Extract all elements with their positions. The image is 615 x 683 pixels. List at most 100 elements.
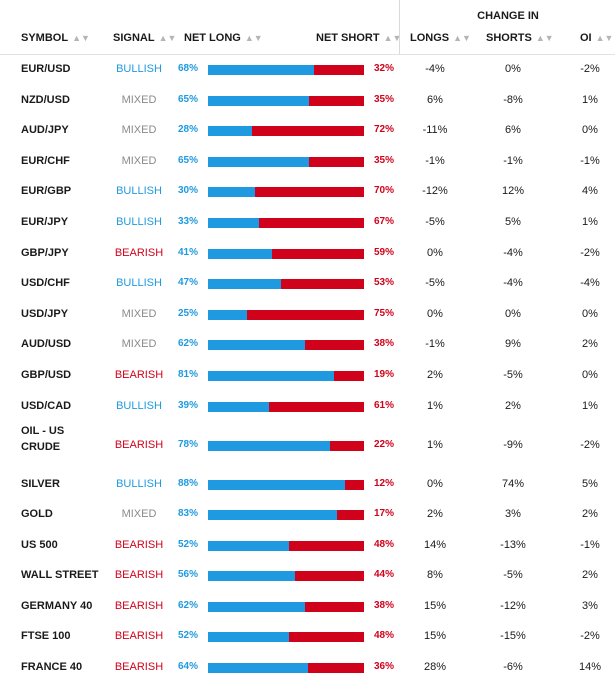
table-row[interactable]: USD/CAD BULLISH 39% 61% 1% 2% 1% [0, 400, 615, 414]
change-longs-cell: -1% [425, 338, 445, 350]
shorts-column-header[interactable]: SHORTS ▲▼ [486, 32, 554, 44]
net-long-bar-fill [208, 571, 296, 581]
net-long-bar-fill [208, 602, 305, 612]
sentiment-bar [208, 340, 364, 350]
change-oi-cell: -2% [580, 630, 600, 642]
table-row[interactable]: AUD/USD MIXED 62% 38% -1% 9% 2% [0, 338, 615, 352]
symbol-cell[interactable]: AUD/USD [21, 338, 72, 350]
change-shorts-cell: 5% [505, 216, 521, 228]
sentiment-bar [208, 402, 364, 412]
symbol-column-header[interactable]: SYMBOL ▲▼ [21, 32, 90, 44]
change-longs-cell: 0% [427, 308, 443, 320]
net-long-bar-fill [208, 371, 335, 381]
symbol-cell[interactable]: EUR/CHF [21, 155, 70, 167]
signal-cell: BULLISH [116, 185, 162, 197]
sort-arrows-icon[interactable]: ▲▼ [72, 33, 90, 43]
net-short-value: 35% [373, 94, 394, 105]
table-row[interactable]: NZD/USD MIXED 65% 35% 6% -8% 1% [0, 94, 615, 108]
sort-arrows-icon[interactable]: ▲▼ [453, 33, 471, 43]
change-shorts-cell: -9% [503, 439, 523, 451]
net-short-value: 44% [373, 569, 394, 580]
table-row[interactable]: EUR/CHF MIXED 65% 35% -1% -1% -1% [0, 155, 615, 169]
signal-cell: BULLISH [116, 400, 162, 412]
net-long-value: 68% [177, 63, 198, 74]
table-row[interactable]: WALL STREET BEARISH 56% 44% 8% -5% 2% [0, 569, 615, 583]
net-short-value: 36% [373, 661, 394, 672]
table-row[interactable]: EUR/JPY BULLISH 33% 67% -5% 5% 1% [0, 216, 615, 230]
symbol-cell[interactable]: GERMANY 40 [21, 600, 93, 612]
symbol-cell[interactable]: OIL - US CRUDE [21, 425, 65, 453]
symbol-cell[interactable]: AUD/JPY [21, 124, 69, 136]
table-row[interactable]: GERMANY 40 BEARISH 62% 38% 15% -12% 3% [0, 600, 615, 614]
table-row[interactable]: GOLD MIXED 83% 17% 2% 3% 2% [0, 508, 615, 522]
sort-arrows-icon[interactable]: ▲▼ [244, 33, 263, 43]
net-long-value: 88% [177, 478, 198, 489]
net-long-column-header[interactable]: NET LONG ▲▼ [184, 32, 263, 44]
net-long-bar-fill [208, 541, 290, 551]
symbol-cell[interactable]: NZD/USD [21, 94, 70, 106]
change-oi-cell: -2% [580, 439, 600, 451]
longs-header-label: LONGS [410, 32, 450, 44]
signal-cell: BULLISH [116, 63, 162, 75]
symbol-cell[interactable]: GBP/JPY [21, 247, 69, 259]
signal-column-header[interactable]: SIGNAL ▲▼ [113, 32, 176, 44]
net-long-value: 52% [177, 630, 198, 641]
table-row[interactable]: FTSE 100 BEARISH 52% 48% 15% -15% -2% [0, 630, 615, 644]
table-row[interactable]: EUR/USD BULLISH 68% 32% -4% 0% -2% [0, 63, 615, 77]
change-shorts-cell: -4% [503, 277, 523, 289]
net-short-value: 70% [373, 185, 394, 196]
sort-arrows-icon[interactable]: ▲▼ [383, 33, 402, 43]
signal-cell: MIXED [121, 124, 157, 136]
symbol-cell[interactable]: US 500 [21, 539, 58, 551]
table-row[interactable]: USD/CHF BULLISH 47% 53% -5% -4% -4% [0, 277, 615, 291]
symbol-cell[interactable]: FRANCE 40 [21, 661, 83, 673]
table-row[interactable]: GBP/JPY BEARISH 41% 59% 0% -4% -2% [0, 247, 615, 261]
symbol-cell[interactable]: USD/CAD [21, 400, 72, 412]
symbol-cell[interactable]: FTSE 100 [21, 630, 71, 642]
net-short-value: 72% [373, 124, 394, 135]
change-shorts-cell: 0% [505, 63, 521, 75]
net-long-value: 65% [177, 155, 198, 166]
sort-arrows-icon[interactable]: ▲▼ [535, 33, 554, 43]
net-short-value: 53% [373, 277, 394, 288]
symbol-cell[interactable]: GOLD [21, 508, 53, 520]
symbol-cell[interactable]: SILVER [21, 478, 60, 490]
net-long-value: 64% [177, 661, 198, 672]
table-row[interactable]: OIL - US CRUDE BEARISH 78% 22% 1% -9% -2% [0, 425, 615, 453]
symbol-cell[interactable]: EUR/JPY [21, 216, 69, 228]
table-header: SYMBOL ▲▼ SIGNAL ▲▼ NET LONG ▲▼ NET SHORT ▲▼… [0, 26, 615, 55]
symbol-cell[interactable]: EUR/GBP [21, 185, 72, 197]
symbol-cell[interactable]: GBP/USD [21, 369, 72, 381]
net-long-bar-fill [208, 402, 269, 412]
symbol-cell[interactable]: WALL STREET [21, 569, 99, 581]
signal-cell: MIXED [121, 155, 157, 167]
oi-column-header[interactable]: OI ▲▼ [580, 32, 613, 44]
change-shorts-cell: -5% [503, 569, 523, 581]
net-long-bar-fill [208, 65, 315, 75]
longs-column-header[interactable]: LONGS ▲▼ [410, 32, 471, 44]
sort-arrows-icon[interactable]: ▲▼ [595, 33, 614, 43]
net-short-column-header[interactable]: NET SHORT ▲▼ [316, 32, 401, 44]
table-row[interactable]: US 500 BEARISH 52% 48% 14% -13% -1% [0, 539, 615, 553]
table-row[interactable]: GBP/USD BEARISH 81% 19% 2% -5% 0% [0, 369, 615, 383]
sentiment-bar [208, 602, 364, 612]
net-short-value: 48% [373, 630, 394, 641]
signal-cell: BEARISH [114, 439, 164, 451]
table-row[interactable]: USD/JPY MIXED 25% 75% 0% 0% 0% [0, 308, 615, 322]
symbol-cell[interactable]: USD/CHF [21, 277, 70, 289]
table-row[interactable]: EUR/GBP BULLISH 30% 70% -12% 12% 4% [0, 185, 615, 199]
table-row[interactable]: FRANCE 40 BEARISH 64% 36% 28% -6% 14% [0, 661, 615, 675]
sort-arrows-icon[interactable]: ▲▼ [158, 33, 177, 43]
net-short-value: 12% [373, 478, 394, 489]
change-longs-cell: -11% [422, 124, 448, 136]
symbol-cell[interactable]: USD/JPY [21, 308, 69, 320]
change-longs-cell: -5% [425, 216, 445, 228]
net-long-value: 62% [177, 600, 198, 611]
change-shorts-cell: 6% [505, 124, 521, 136]
net-long-bar-fill [208, 96, 310, 106]
symbol-cell[interactable]: EUR/USD [21, 63, 71, 75]
change-longs-cell: 15% [423, 630, 447, 642]
change-oi-cell: 1% [582, 216, 598, 228]
table-row[interactable]: SILVER BULLISH 88% 12% 0% 74% 5% [0, 478, 615, 492]
table-row[interactable]: AUD/JPY MIXED 28% 72% -11% 6% 0% [0, 124, 615, 138]
